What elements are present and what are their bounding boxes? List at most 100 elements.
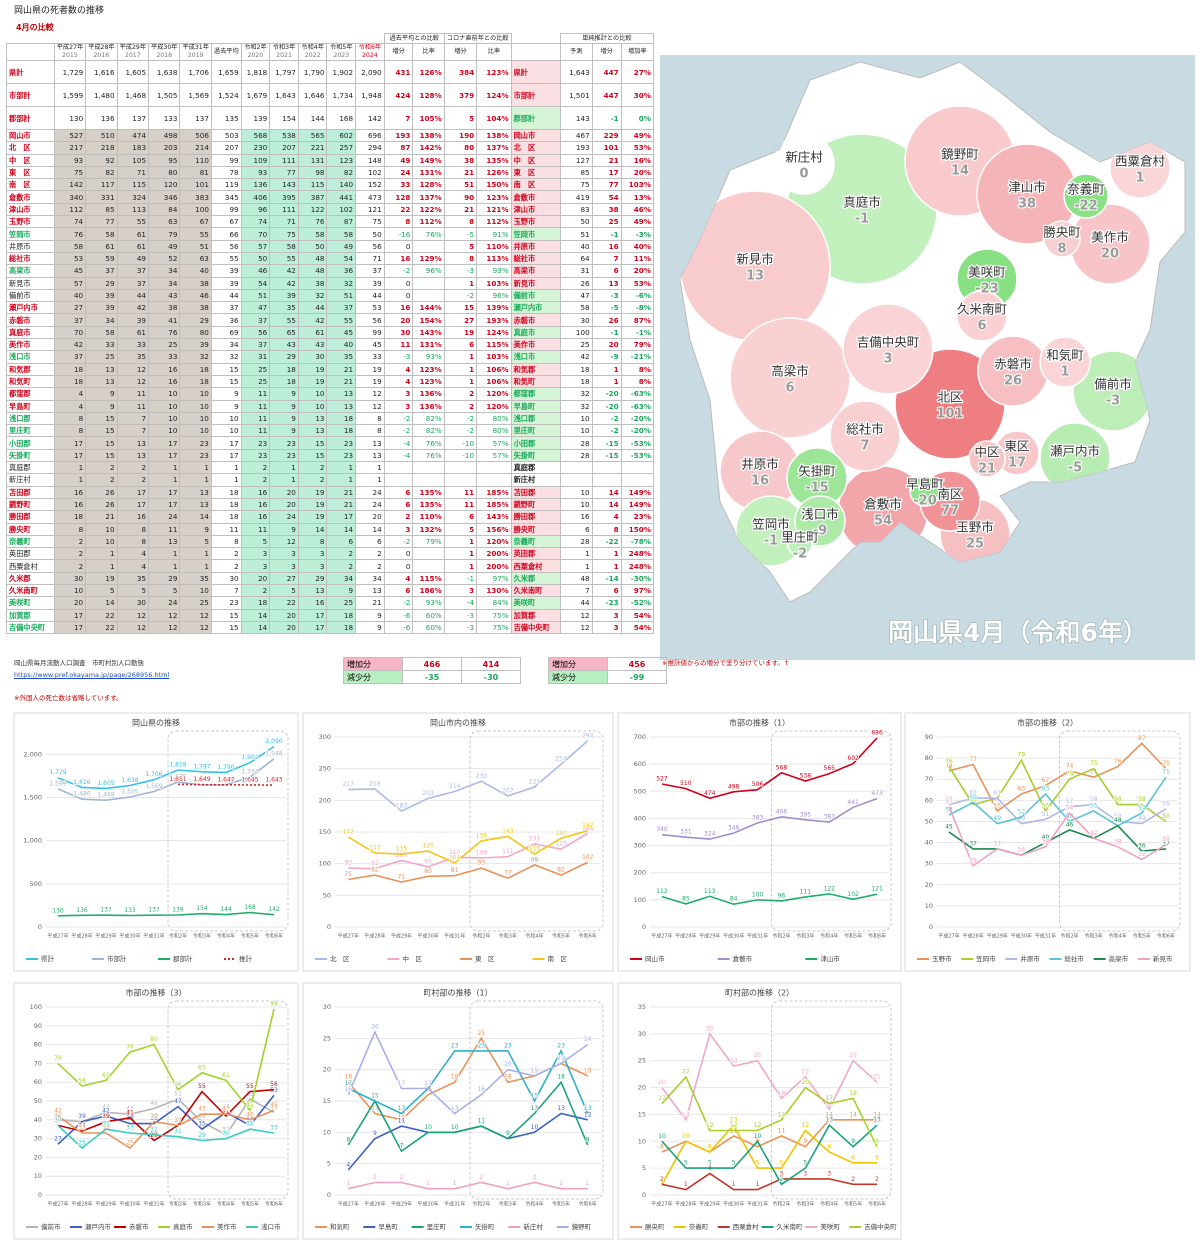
table-cell: 9	[179, 522, 212, 536]
table-cell: 9	[210, 399, 242, 413]
legend-label: 北 区	[330, 955, 350, 963]
table-cell: 37	[85, 264, 118, 278]
table-cell: 勝央町	[510, 522, 561, 536]
table-cell: 5	[85, 583, 118, 598]
region-value: 17	[1008, 456, 1026, 471]
data-label: 57	[945, 798, 953, 805]
map-region	[787, 531, 813, 557]
table-cell: 135%	[412, 485, 445, 499]
table-cell: 48	[297, 264, 328, 278]
data-label: 58	[945, 796, 953, 803]
table-cell: 65	[269, 325, 299, 340]
table-row: 岡山市 527 510 474 498 506 503 568 538 565 602 696 193 1…	[6, 128, 655, 143]
table-cell: 4	[53, 387, 87, 401]
series-line	[347, 829, 588, 864]
table-cell: 24	[148, 510, 181, 524]
table-cell: 16	[53, 485, 87, 499]
data-label: 39	[150, 1113, 158, 1120]
table-cell: 257	[326, 141, 357, 155]
data-label: 130	[52, 907, 64, 914]
chart-title: 市部の推移（1）	[729, 718, 790, 728]
table-cell: 123%	[412, 374, 445, 389]
data-label: 80	[424, 868, 432, 875]
data-label: 13	[584, 1105, 592, 1112]
source-link[interactable]: https://www.pref.okayama.jp/page/268956.…	[14, 671, 170, 679]
table-cell: 赤磐市	[6, 313, 55, 327]
data-label: 26	[371, 1024, 379, 1031]
table-cell: 123	[326, 153, 357, 167]
legend-label: 玉野市	[932, 954, 952, 963]
y-tick-label: 10	[34, 1172, 42, 1180]
table-cell: -2	[591, 424, 622, 438]
table-cell: 49	[148, 239, 181, 253]
table-cell: 50	[240, 251, 271, 266]
data-label: 565	[824, 765, 836, 772]
table-row: 和気町 18 13 12 16 18 15 25 18 19 21 19 4 123% 1 106% 和気町 18…	[6, 374, 655, 389]
summary-row: 減少分 -35 -30	[343, 670, 521, 684]
table-cell: 431	[383, 60, 414, 84]
table-cell: 7	[116, 411, 150, 426]
header-text: 2015	[62, 52, 78, 59]
region-name: 鏡野町	[941, 147, 979, 162]
data-label: 1,790	[217, 764, 234, 771]
table-cell: 47	[559, 288, 593, 303]
data-label: 474	[704, 790, 716, 797]
table-cell: 25	[240, 374, 271, 389]
data-label: 71	[398, 874, 406, 881]
table-cell: 51	[559, 227, 593, 241]
table-cell: 35	[116, 571, 150, 585]
table-cell: 207	[269, 141, 299, 155]
y-tick-label: 300	[319, 733, 331, 741]
table-cell: 56	[355, 239, 385, 253]
y-tick-label: 80	[925, 754, 933, 762]
table-cell: 56	[210, 239, 242, 253]
table-cell: 9	[85, 387, 118, 401]
table-cell: 324	[116, 190, 150, 204]
table-cell: 21	[443, 165, 478, 180]
table-cell: 123%	[476, 60, 512, 84]
table-cell: 34	[326, 571, 357, 585]
header-text: 2023	[333, 52, 350, 59]
x-tick-label: 平成29年	[391, 1201, 412, 1208]
table-cell: 32	[297, 288, 328, 303]
table-cell: 6	[591, 583, 622, 598]
table-cell: 44	[116, 288, 150, 303]
table-cell: 63	[148, 215, 181, 229]
y-tick-label: 60	[34, 1078, 42, 1086]
region-name: 美作市	[1091, 230, 1129, 245]
table-cell: 5	[148, 583, 181, 598]
data-label: 9	[506, 1130, 510, 1137]
table-row: 郡部計 130 136 137 133 137 135 139 154 144 168 142 7 105…	[6, 106, 655, 130]
table-cell: 87	[383, 141, 414, 155]
table-cell: 4	[53, 399, 87, 413]
table-cell: 都窪郡	[510, 387, 561, 401]
series-line	[948, 797, 1167, 825]
table-cell: -5	[443, 227, 478, 241]
table-cell: 英田郡	[6, 547, 55, 561]
data-label: 39	[102, 1113, 110, 1120]
table-cell: 18	[210, 485, 242, 499]
table-cell: -5	[591, 301, 622, 315]
data-label: 4	[346, 1161, 350, 1168]
table-cell: -23	[591, 596, 622, 610]
table-cell: 50	[559, 215, 593, 229]
table-cell: 12	[559, 620, 593, 635]
table-cell: 84	[148, 202, 181, 217]
table-cell: 6	[383, 485, 414, 499]
table-cell: 21	[85, 510, 118, 524]
data-label: 37	[54, 1117, 62, 1124]
data-label: 53	[270, 1087, 278, 1094]
table-cell: 503	[210, 128, 242, 143]
table-cell: 8	[116, 522, 150, 536]
table-cell: 1,501	[559, 83, 593, 107]
data-label: 510	[680, 780, 692, 787]
table-cell: 17	[148, 436, 181, 450]
table-cell: 142%	[412, 141, 445, 155]
table-cell: 1	[443, 362, 478, 376]
table-cell: -4	[443, 596, 478, 610]
table-cell: 137%	[476, 141, 512, 155]
table-cell: 129%	[412, 251, 445, 266]
y-tick-label: 50	[323, 891, 331, 899]
data-label: 214	[449, 783, 461, 790]
table-cell: 74	[240, 215, 271, 229]
